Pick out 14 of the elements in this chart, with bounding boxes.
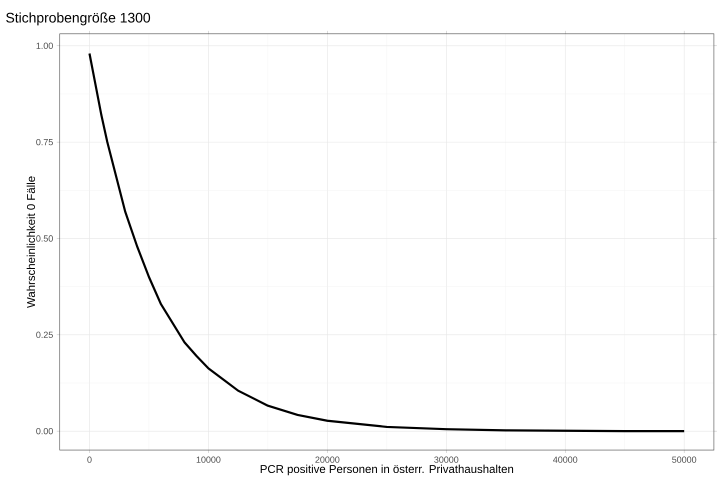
y-tick-label: 0.50 bbox=[36, 235, 53, 242]
x-tick-label: 40000 bbox=[553, 456, 578, 463]
y-tick-label: 0.75 bbox=[36, 139, 53, 146]
x-tick-label: 30000 bbox=[434, 456, 458, 463]
x-tick-label: 50000 bbox=[672, 456, 696, 463]
y-axis-title: Wahrscheinlichkeit 0 Fälle bbox=[26, 176, 36, 308]
x-tick-label: 20000 bbox=[315, 456, 340, 463]
x-axis-title: PCR positive Personen in österr. Privathaushalten bbox=[260, 464, 514, 476]
y-tick-label: 0.00 bbox=[36, 428, 53, 434]
x-tick-label: 10000 bbox=[196, 456, 220, 463]
y-tick-label: 0.25 bbox=[36, 332, 53, 338]
y-tick-label: 1.00 bbox=[36, 42, 53, 50]
chart-title: Stichprobengröße 1300 bbox=[6, 12, 150, 26]
x-tick-label: 0 bbox=[87, 456, 92, 463]
